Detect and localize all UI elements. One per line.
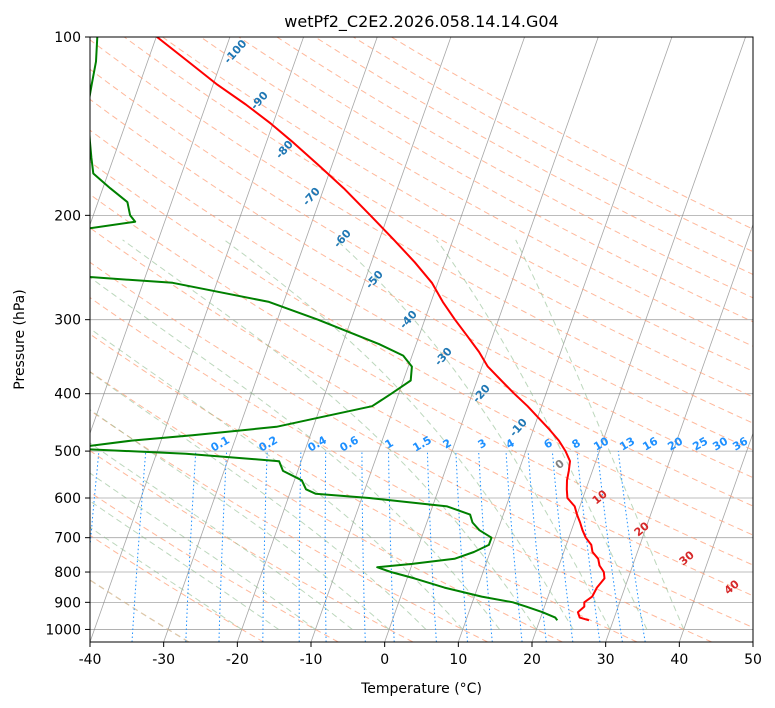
- moist-adiabat: [90, 472, 316, 630]
- y-tick-label: 800: [54, 565, 81, 581]
- x-tick-label: -20: [226, 652, 249, 668]
- dry-adiabat: [90, 371, 563, 642]
- isotherm-line: [163, 37, 378, 642]
- isotherm-line: [384, 37, 599, 642]
- moist-adiabat: [90, 371, 427, 630]
- dry-adiabat: [90, 227, 753, 597]
- dewpoint-profile: [90, 37, 559, 621]
- dry-adiabat: [162, 37, 753, 372]
- y-tick-label: 900: [54, 595, 81, 611]
- moist-adiabat: [90, 409, 390, 630]
- isotherm-line: [236, 37, 452, 642]
- isotherm-line: [90, 37, 304, 642]
- y-tick-label: 200: [54, 208, 81, 224]
- dry-adiabat: [391, 37, 753, 230]
- dry-adiabat: [90, 161, 753, 536]
- dry-adiabat: [90, 297, 712, 642]
- isotherm-line: [90, 37, 157, 226]
- isotherm-line: [457, 37, 673, 642]
- moist-adiabat: [122, 239, 537, 630]
- axes: -40 -30 -20 -10 0 10 20 30 40 50 100 200 300 400 500 60…: [45, 30, 762, 668]
- x-tick-label: 50: [744, 652, 762, 668]
- dry-adiabat: [124, 37, 753, 398]
- x-tick-label: -40: [79, 652, 102, 668]
- y-tick-label: 1000: [45, 622, 81, 638]
- temperature-profile: [156, 37, 606, 622]
- mixing-ratio-line: [551, 451, 574, 642]
- moist-adiabat: [224, 239, 574, 630]
- x-tick-label: 30: [597, 652, 615, 668]
- x-tick-label: 10: [449, 652, 467, 668]
- dry-adiabat: [90, 98, 753, 479]
- moist-adiabat: [436, 239, 648, 630]
- dry-adiabat: [90, 193, 753, 566]
- dry-adiabat: [90, 534, 264, 642]
- dry-adiabat: [200, 37, 753, 347]
- isotherm-line: [678, 432, 753, 642]
- x-axis-label: Temperature (°C): [360, 681, 482, 697]
- dry-adiabat: [90, 129, 753, 507]
- moist-adiabat: [90, 327, 464, 630]
- y-tick-label: 300: [54, 313, 81, 329]
- dry-adiabat: [90, 261, 753, 629]
- dry-adiabat: [314, 37, 753, 276]
- x-tick-label: 0: [380, 652, 389, 668]
- y-axis-label: Pressure (hPa): [12, 289, 28, 389]
- y-tick-label: 500: [54, 444, 81, 460]
- dry-adiabat: [90, 68, 753, 451]
- plot-grid: [90, 37, 753, 642]
- chart-title: wetPf2_C2E2.2026.058.14.14.G04: [284, 12, 558, 32]
- x-tick-label: -10: [300, 652, 323, 668]
- moist-adiabat: [515, 239, 685, 630]
- mixing-ratio-line: [617, 451, 646, 642]
- x-tick-label: 40: [670, 652, 688, 668]
- y-tick-label: 700: [54, 531, 81, 547]
- x-tick-label: 20: [523, 652, 541, 668]
- x-tick-label: -30: [152, 652, 175, 668]
- mixing-ratio-line: [597, 451, 623, 642]
- isotherm-line: [605, 223, 753, 642]
- dry-adiabat: [276, 37, 753, 299]
- dry-adiabat: [90, 39, 753, 424]
- isotherm-line: [531, 37, 746, 642]
- dry-adiabat: [238, 37, 753, 323]
- sounding-lines: [90, 37, 606, 622]
- plot-frame: [89, 36, 754, 643]
- moist-adiabat: [90, 500, 279, 630]
- moist-adiabat: [90, 276, 500, 630]
- moist-adiabat: [90, 526, 243, 630]
- isotherm-line: [90, 37, 231, 435]
- dry-adiabat: [353, 37, 753, 253]
- mixing-ratio-line: [576, 451, 601, 642]
- y-tick-label: 600: [54, 491, 81, 507]
- y-tick-label: 100: [54, 30, 81, 46]
- y-tick-label: 400: [54, 387, 81, 403]
- moist-adiabat: [335, 239, 611, 630]
